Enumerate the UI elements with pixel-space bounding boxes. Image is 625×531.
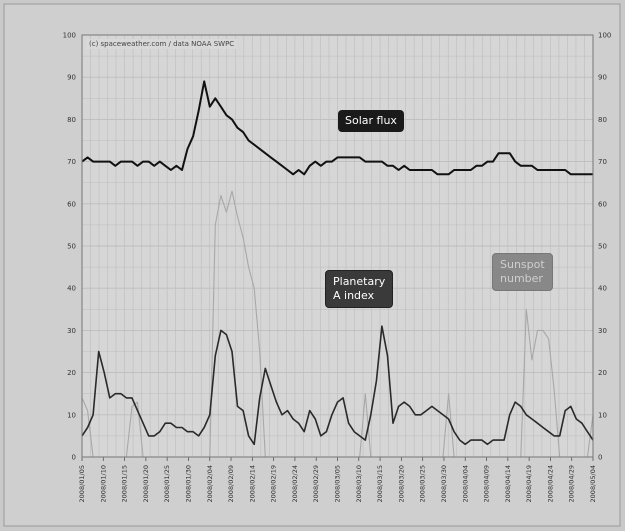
x-tick-label: 2008/04/14: [504, 465, 512, 502]
y-tick-label-left: 50: [67, 243, 76, 251]
x-tick-label: 2008/01/25: [163, 465, 171, 502]
y-tick-label-right: 70: [598, 158, 607, 166]
y-tick-label-left: 70: [67, 158, 76, 166]
y-tick-label-left: 60: [67, 200, 76, 208]
sunspot-number-label: Sunspot number: [492, 253, 553, 291]
x-tick-label: 2008/01/05: [78, 465, 86, 502]
plot-border: [81, 34, 594, 458]
y-tick-label-left: 80: [67, 116, 76, 124]
x-axis: 2008/01/05 2008/01/10 2008/01/15 2008/01/20…: [78, 457, 597, 502]
x-tick-label: 2008/01/20: [142, 465, 150, 502]
series-planetary-a-index-line: [81, 325, 594, 446]
x-tick-label: 2008/02/29: [312, 465, 320, 502]
y-tick-label-right: 10: [598, 411, 607, 419]
y-tick-label-left: 0: [72, 454, 76, 462]
x-tick-label: 2008/03/25: [419, 465, 427, 502]
x-tick-label: 2008/04/09: [483, 465, 491, 502]
x-tick-label: 2008/01/30: [184, 465, 192, 502]
y-tick-label-left: 40: [67, 285, 76, 293]
y-tick-label-right: 100: [598, 32, 611, 40]
y-tick-label-right: 80: [598, 116, 607, 124]
y-tick-label-left: 10: [67, 411, 76, 419]
y-tick-label-right: 40: [598, 285, 607, 293]
x-tick-label: 2008/03/30: [440, 465, 448, 502]
x-tick-label: 2008/03/05: [334, 465, 342, 502]
y-tick-label-right: 20: [598, 369, 607, 377]
planetary-a-index-label: Planetary A index: [325, 270, 394, 308]
x-tick-label: 2008/03/10: [355, 465, 363, 502]
x-tick-label: 2008/01/10: [99, 465, 107, 502]
x-tick-label: 2008/02/19: [270, 465, 278, 502]
x-tick-label: 2008/02/14: [248, 465, 256, 502]
y-tick-label-left: 30: [67, 327, 76, 335]
y-tick-label-left: 100: [63, 32, 76, 40]
y-tick-label-right: 60: [598, 200, 607, 208]
x-tick-label: 2008/04/19: [525, 465, 533, 502]
x-tick-label: 2008/02/09: [227, 465, 235, 502]
x-tick-label: 2008/01/15: [121, 465, 129, 502]
x-tick-label: 2008/02/04: [206, 465, 214, 502]
x-tick-label: 2008/02/24: [291, 465, 299, 502]
y-axis-right: 0 10 20 30 40 50 60 70 80 90 100: [598, 32, 611, 462]
series-solar-flux-line: [81, 80, 593, 176]
x-tick-label: 2008/03/15: [376, 465, 384, 502]
x-tick-label: 2008/04/29: [568, 465, 576, 502]
x-tick-label: 2008/03/20: [397, 465, 405, 502]
y-tick-label-left: 20: [67, 369, 76, 377]
y-tick-label-right: 90: [598, 74, 607, 82]
y-tick-label-left: 90: [67, 74, 76, 82]
copyright-note: (c) spaceweather.com / data NOAA SWPC: [86, 39, 238, 49]
y-tick-label-right: 50: [598, 243, 607, 251]
y-tick-label-right: 0: [598, 454, 602, 462]
x-tick-label: 2008/04/04: [461, 465, 469, 502]
x-tick-label: 2008/05/04: [589, 465, 597, 502]
x-tick-label: 2008/04/24: [546, 465, 554, 502]
grid-lines: [82, 35, 593, 457]
solar-flux-label: Solar flux: [338, 110, 404, 132]
y-axis-left: 0 10 20 30 40 50 60 70 80 90 100: [63, 32, 76, 462]
y-tick-label-right: 30: [598, 327, 607, 335]
